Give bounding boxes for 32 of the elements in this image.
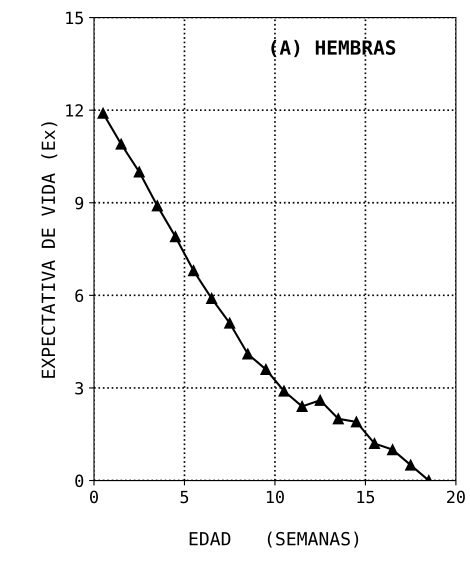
point [152,200,163,212]
point [332,413,344,424]
y-tick-label: 12 [66,104,83,117]
point [260,364,272,375]
x-tick-label: 15 [357,490,374,504]
point [224,318,236,329]
x-tick-label: 5 [180,490,188,504]
point [242,348,254,360]
point [387,444,398,456]
annotation: (A) HEMBRAS [271,40,396,58]
y-tick-label: 6 [75,289,84,302]
point [170,231,181,242]
y-tick-label: 15 [66,12,83,24]
point [97,108,109,119]
point [405,460,416,471]
point [188,265,200,276]
y-tick-label: 0 [75,474,84,488]
y-tick-label: 3 [75,382,84,395]
point [314,394,326,406]
x-tick-label: 20 [447,490,465,504]
point [206,292,218,304]
x-axis-title: EDAD (SEMANAS) [190,532,358,548]
x-tick-label: 0 [90,490,98,504]
y-tick-label: 9 [75,196,84,210]
point [134,166,145,178]
x-tick-label: 10 [266,490,284,504]
point [116,138,127,150]
point [296,400,308,412]
point [350,416,362,428]
point [278,385,290,397]
y-axis-title: EXPECTATIVA DE VIDA (Ex) [41,122,58,378]
point [368,438,380,450]
